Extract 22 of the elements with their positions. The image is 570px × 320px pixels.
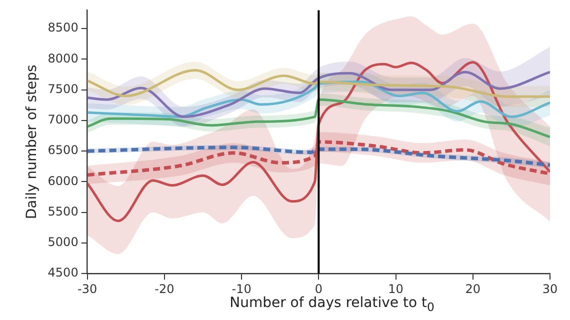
line-series: [87, 70, 550, 118]
y-tick-label: 8500: [48, 20, 78, 35]
x-tick-label: 10: [388, 282, 404, 296]
y-tick-label: 8000: [48, 51, 78, 66]
y-tick-label: 7500: [48, 82, 78, 96]
line-series: [87, 68, 550, 98]
x-tick-label: -10: [232, 282, 252, 296]
y-tick-label: 4500: [48, 266, 78, 280]
y-axis-title: Daily number of steps: [24, 64, 40, 220]
y-tick-label: 6000: [48, 174, 78, 188]
y-tick-label: 7000: [48, 112, 78, 127]
y-tick-label: 5500: [48, 204, 78, 218]
x-tick-label: 0: [314, 282, 322, 296]
line-series: [87, 80, 550, 118]
y-tick-label: 6500: [48, 143, 78, 158]
x-tick-label: -20: [154, 282, 174, 296]
x-tick-label: 20: [465, 282, 481, 296]
line-series: [87, 98, 550, 138]
x-axis-title: Number of days relative to t$_{0}$: [228, 295, 436, 314]
x-tick-label: -30: [78, 282, 98, 296]
x-tick-label: 30: [542, 282, 558, 296]
y-tick-label: 5000: [48, 235, 78, 250]
